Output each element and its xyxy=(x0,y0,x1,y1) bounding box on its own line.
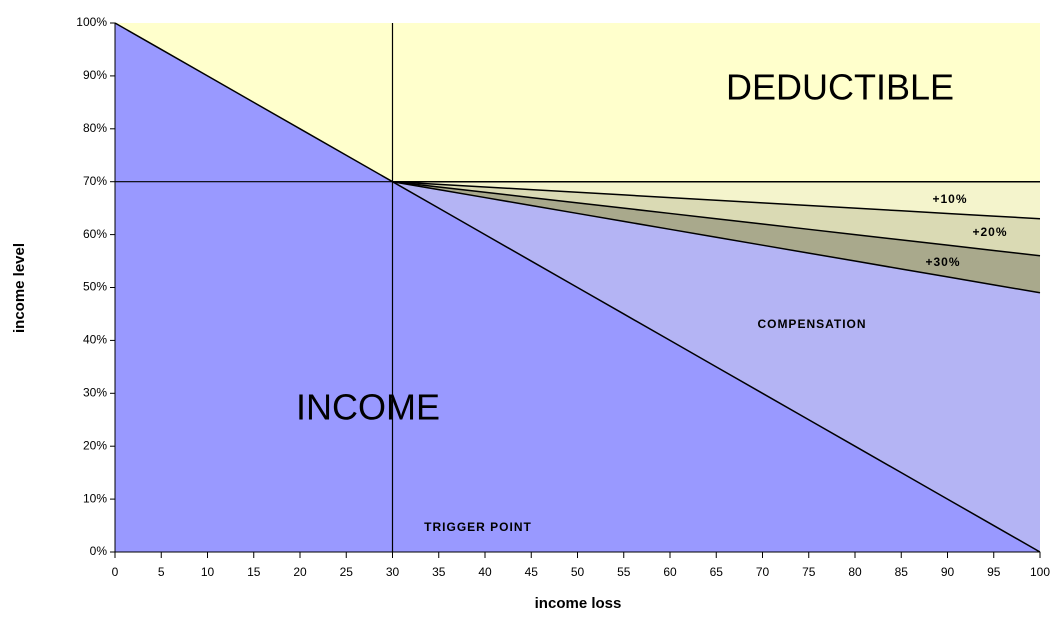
x-tick-label: 100 xyxy=(1030,565,1050,579)
x-tick-label: 70 xyxy=(756,565,770,579)
annotation: +30% xyxy=(925,255,960,269)
x-tick-label: 30 xyxy=(386,565,400,579)
y-tick-label: 100% xyxy=(76,15,107,29)
x-tick-label: 25 xyxy=(340,565,354,579)
x-tick-label: 20 xyxy=(293,565,307,579)
y-tick-label: 60% xyxy=(83,227,107,241)
annotation: +20% xyxy=(972,225,1007,239)
annotation: INCOME xyxy=(296,387,440,428)
x-tick-label: 35 xyxy=(432,565,446,579)
y-tick-label: 20% xyxy=(83,438,107,452)
y-tick-label: 70% xyxy=(83,174,107,188)
x-tick-label: 80 xyxy=(848,565,862,579)
x-tick-label: 15 xyxy=(247,565,261,579)
x-tick-label: 45 xyxy=(525,565,539,579)
x-tick-label: 50 xyxy=(571,565,585,579)
x-tick-label: 60 xyxy=(663,565,677,579)
annotation: DEDUCTIBLE xyxy=(726,67,954,108)
line xyxy=(392,180,1041,294)
line xyxy=(114,22,1041,553)
x-tick-label: 5 xyxy=(158,565,165,579)
x-tick-label: 90 xyxy=(941,565,955,579)
y-tick-label: 50% xyxy=(83,280,107,294)
y-tick-label: 80% xyxy=(83,121,107,135)
x-tick-label: 95 xyxy=(987,565,1001,579)
y-tick-label: 90% xyxy=(83,68,107,82)
x-tick-label: 10 xyxy=(201,565,215,579)
x-axis-label: income loss xyxy=(535,595,622,612)
annotation: TRIGGER POINT xyxy=(424,520,532,534)
y-tick-label: 40% xyxy=(83,333,107,347)
line xyxy=(392,180,1041,220)
y-tick-label: 10% xyxy=(83,491,107,505)
x-tick-label: 0 xyxy=(112,565,119,579)
x-tick-label: 65 xyxy=(710,565,724,579)
x-tick-label: 55 xyxy=(617,565,631,579)
annotation: COMPENSATION xyxy=(757,317,866,331)
x-tick-label: 40 xyxy=(478,565,492,579)
annotation: +10% xyxy=(932,192,967,206)
line xyxy=(392,180,1041,257)
x-tick-label: 85 xyxy=(895,565,909,579)
y-tick-label: 0% xyxy=(90,544,108,558)
y-axis-label: income level xyxy=(11,243,28,333)
y-tick-label: 30% xyxy=(83,385,107,399)
x-tick-label: 75 xyxy=(802,565,816,579)
